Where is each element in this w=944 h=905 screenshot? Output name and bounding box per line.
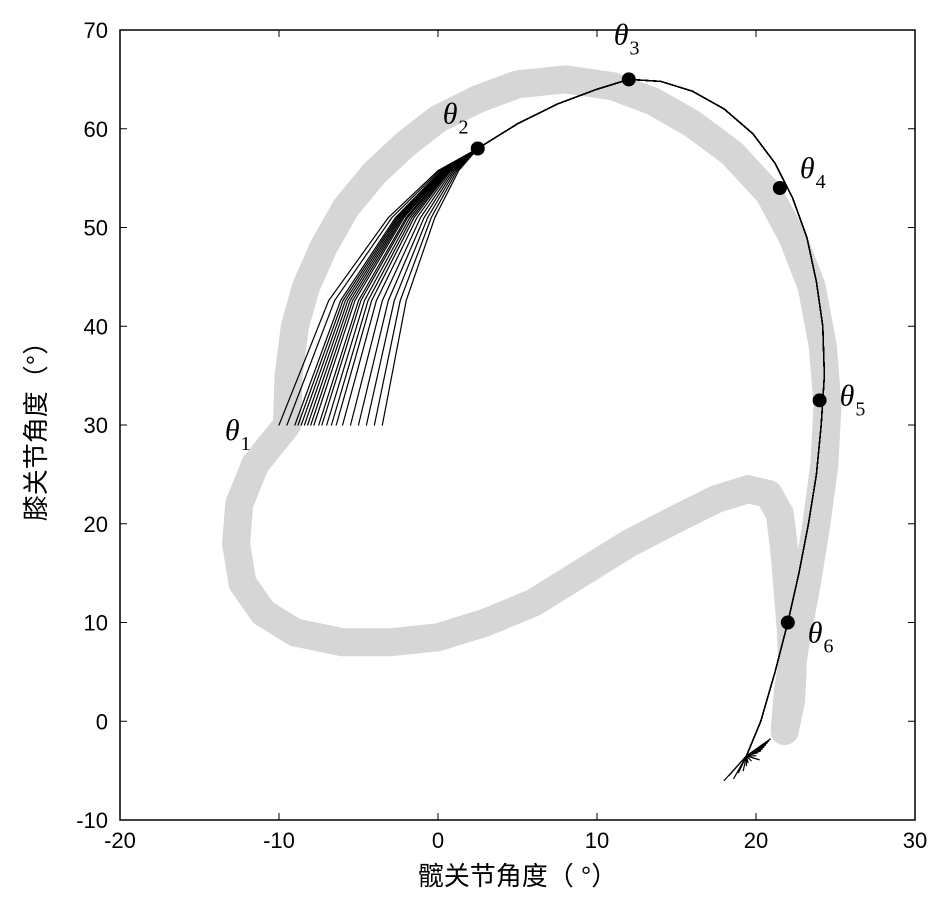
x-axis-label: 髋关节角度（ °） (418, 861, 618, 891)
x-tick-label: 0 (432, 828, 444, 853)
theta-marker (471, 142, 485, 156)
phase-plot-chart: -20-100102030-10010203040506070髋关节角度（ °）… (0, 0, 944, 905)
y-tick-label: 10 (84, 611, 108, 636)
y-tick-label: 20 (84, 512, 108, 537)
x-tick-label: -10 (263, 828, 295, 853)
theta-marker (781, 616, 795, 630)
x-tick-label: 20 (744, 828, 768, 853)
y-tick-label: 60 (84, 117, 108, 142)
chart-svg: -20-100102030-10010203040506070髋关节角度（ °）… (0, 0, 944, 905)
y-tick-label: 30 (84, 413, 108, 438)
theta-marker (622, 72, 636, 86)
theta-marker (813, 393, 827, 407)
x-tick-label: 30 (903, 828, 927, 853)
theta-marker (773, 181, 787, 195)
y-tick-label: 50 (84, 216, 108, 241)
x-tick-label: 10 (585, 828, 609, 853)
chart-bg (0, 0, 944, 905)
y-tick-label: 40 (84, 314, 108, 339)
y-tick-label: -10 (76, 808, 108, 833)
y-tick-label: 70 (84, 18, 108, 43)
y-axis-label: 膝关节角度（°） (21, 329, 51, 521)
y-tick-label: 0 (96, 709, 108, 734)
x-tick-label: -20 (104, 828, 136, 853)
